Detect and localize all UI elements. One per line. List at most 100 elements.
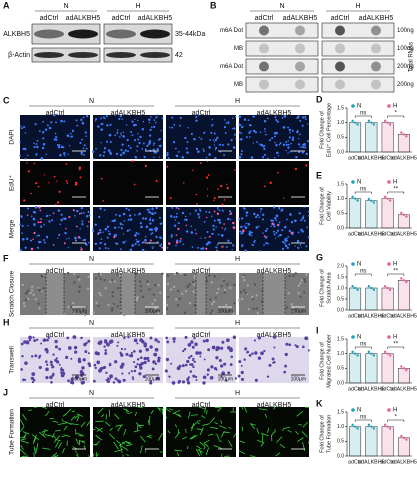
cell xyxy=(35,182,38,185)
cell xyxy=(159,222,162,225)
cell xyxy=(23,340,27,344)
cell xyxy=(190,354,193,358)
cell xyxy=(291,310,295,313)
panel-label: C xyxy=(3,95,10,105)
cell xyxy=(289,131,292,134)
cell xyxy=(99,277,102,281)
cell xyxy=(131,376,134,379)
cell xyxy=(81,366,85,370)
cell xyxy=(19,141,21,143)
cell xyxy=(238,115,242,118)
cell xyxy=(120,347,124,351)
cell xyxy=(69,132,72,135)
cell xyxy=(149,345,153,349)
cell xyxy=(153,125,156,129)
significance-label: ns xyxy=(360,342,366,348)
cell xyxy=(178,364,182,368)
cell xyxy=(46,214,49,217)
cell xyxy=(142,121,145,123)
cell xyxy=(138,212,142,215)
cell xyxy=(302,345,305,349)
cell xyxy=(295,155,298,159)
cell xyxy=(118,214,121,217)
cell xyxy=(70,377,74,381)
bar-point xyxy=(402,133,406,136)
cell xyxy=(131,134,134,137)
cell xyxy=(137,233,140,235)
bar xyxy=(349,426,362,457)
cell xyxy=(166,282,170,286)
cell xyxy=(43,241,46,244)
cell xyxy=(234,138,237,140)
cell xyxy=(114,226,117,229)
tube xyxy=(190,434,198,440)
tube xyxy=(305,406,309,409)
cell xyxy=(141,340,145,344)
panel-label: H xyxy=(3,317,10,327)
cell xyxy=(135,299,139,302)
cell xyxy=(301,151,304,154)
cell xyxy=(222,210,224,212)
cell xyxy=(171,381,176,385)
cell xyxy=(120,148,123,151)
cell xyxy=(60,145,64,149)
bar xyxy=(381,122,394,153)
cell xyxy=(152,209,154,211)
cell xyxy=(83,238,87,241)
cell xyxy=(56,144,60,147)
tube xyxy=(55,438,61,442)
tube xyxy=(150,410,154,415)
cell xyxy=(297,137,300,140)
cell xyxy=(139,356,143,360)
cell xyxy=(238,131,241,134)
cell xyxy=(134,118,136,121)
cell xyxy=(203,358,206,361)
legend-marker xyxy=(387,262,391,266)
cell xyxy=(125,240,127,242)
scale-bar-label: 200μm xyxy=(291,244,306,250)
cell xyxy=(40,157,44,160)
cell xyxy=(240,364,243,367)
cell xyxy=(263,153,267,156)
cell xyxy=(67,153,69,155)
cell xyxy=(223,126,226,129)
cell xyxy=(45,360,48,363)
cell xyxy=(70,380,74,385)
cell xyxy=(204,237,207,239)
tube xyxy=(75,454,79,458)
cell xyxy=(176,239,179,242)
cell xyxy=(136,357,140,361)
cell xyxy=(232,335,237,339)
cell xyxy=(179,272,183,275)
cell xyxy=(160,144,162,147)
cell xyxy=(271,222,275,226)
tube xyxy=(296,437,304,442)
cell xyxy=(155,206,158,210)
cell xyxy=(181,364,185,368)
cell xyxy=(166,295,170,299)
tube xyxy=(177,414,181,416)
cell xyxy=(103,243,107,246)
tube xyxy=(256,428,260,434)
cell xyxy=(82,116,85,119)
cell xyxy=(128,228,131,231)
cell xyxy=(80,151,84,155)
cell xyxy=(46,363,49,366)
cell xyxy=(255,216,258,219)
cell xyxy=(215,356,219,360)
cell xyxy=(155,235,158,239)
cell xyxy=(33,339,37,342)
tube xyxy=(241,426,244,432)
y-axis-label: Fold Change of xyxy=(319,415,325,453)
cell xyxy=(154,338,158,342)
cell xyxy=(183,311,187,314)
cell xyxy=(98,247,101,250)
column-label: adCtrl xyxy=(112,15,131,22)
cell xyxy=(51,373,55,377)
tube xyxy=(205,447,210,456)
cell xyxy=(59,223,62,226)
cell xyxy=(103,147,107,150)
cell xyxy=(200,137,203,140)
cell xyxy=(225,122,228,124)
cell xyxy=(232,312,236,315)
